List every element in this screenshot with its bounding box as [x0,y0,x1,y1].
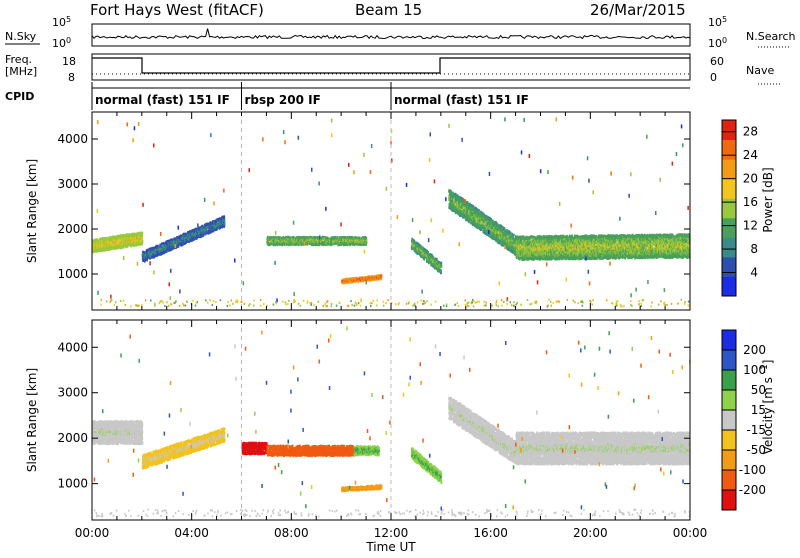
noise-tick-exponent: 0 [66,36,71,45]
freq-left-tick-bottom: 8 [68,71,75,84]
power-scatter [92,112,691,310]
data-cell [100,250,102,252]
noise-tick-exponent: 5 [722,15,727,24]
noise-tick-top-left: 105 [52,15,71,30]
data-cell [224,219,226,221]
nave-label: Nave [746,64,774,77]
noise-tick-bottom-right: 100 [708,36,727,51]
data-cell [142,232,144,234]
noise-panel-frame [92,24,690,46]
data-cell [441,265,443,267]
data-cell [366,239,368,241]
data-cell [441,262,443,264]
noise-sky-trace [92,29,690,39]
data-cell [161,243,163,245]
freq-right-tick-bottom: 0 [710,71,717,84]
data-cell [440,272,442,274]
radar-summary-plot: Fort Hays West (fitACF) Beam 15 26/Mar/2… [0,0,800,554]
data-cell [144,260,146,262]
data-cell [142,238,144,240]
data-cell [349,244,351,246]
noise-tick-exponent: 0 [722,36,727,45]
data-cell [284,244,286,246]
data-cell [202,225,204,227]
noise-tick-bottom-left: 100 [52,36,71,51]
data-cell [141,235,143,237]
data-cell [224,217,226,219]
station-title: Fort Hays West (fitACF) [90,1,264,19]
data-cell [142,240,144,242]
cpid-mode-label: normal (fast) 151 IF [95,93,230,107]
data-cell [201,235,203,237]
noise-sky-line [92,29,690,39]
cpid-label: CPID [5,90,34,103]
cpid-mode-label: normal (fast) 151 IF [394,93,529,107]
data-cell [381,278,383,280]
data-cell [381,275,383,277]
data-cell [224,223,226,225]
noise-search-label: N.Search [746,30,796,43]
cpid-mode-label: rbsp 200 IF [245,93,321,107]
data-cell [361,244,363,246]
data-cell [417,245,419,247]
noise-tick-top-right: 105 [708,15,727,30]
freq-trace [92,58,690,73]
plot-canvas: Fort Hays West (fitACF) Beam 15 26/Mar/2… [0,0,800,554]
freq-right-tick-top: 60 [710,55,724,68]
data-cell [213,230,215,232]
data-cell [428,251,430,253]
noise-tick-exponent: 5 [66,15,71,24]
noise-sky-label: N.Sky [5,30,37,43]
date-title: 26/Mar/2015 [590,1,686,19]
beam-title: Beam 15 [355,1,422,19]
freq-left-tick-top: 18 [62,55,76,68]
freq-label-line2: [MHz] [5,65,37,78]
cpid-mode-row: normal (fast) 151 IF rbsp 200 IF normal (f… [92,82,690,110]
